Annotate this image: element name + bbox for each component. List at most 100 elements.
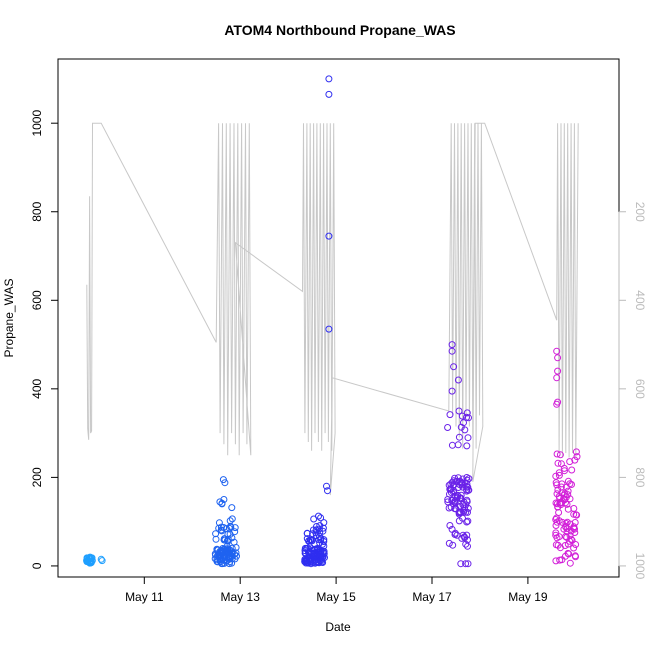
data-point	[217, 523, 225, 531]
data-point	[231, 555, 239, 563]
data-point	[212, 535, 220, 543]
data-point	[304, 544, 312, 552]
data-point	[312, 526, 320, 534]
data-point	[217, 526, 225, 534]
series-group	[552, 347, 581, 567]
data-point	[448, 347, 456, 355]
data-point	[455, 517, 463, 525]
data-point	[572, 541, 580, 548]
x-axis: May 11 May 13 May 15 May 17 May 19	[125, 577, 548, 604]
data-point	[562, 519, 570, 527]
x-tick-label: May 11	[125, 590, 164, 604]
data-point	[223, 542, 231, 550]
data-point	[463, 442, 471, 450]
data-point	[216, 556, 224, 564]
data-point	[458, 412, 466, 420]
data-point	[460, 507, 468, 514]
right-y-tick-label: 200	[633, 202, 647, 222]
data-point	[455, 433, 463, 441]
data-point	[555, 509, 563, 516]
data-point	[448, 387, 456, 395]
data-point	[555, 517, 563, 525]
data-point	[220, 496, 228, 503]
data-point	[454, 474, 462, 482]
y-tick-label: 0	[30, 562, 44, 569]
right-y-tick-label: 600	[633, 379, 647, 399]
data-point	[305, 537, 313, 545]
data-point	[553, 450, 561, 458]
data-point	[557, 501, 565, 509]
data-point	[563, 518, 571, 526]
y-axis-label: Propane_WAS	[2, 279, 16, 358]
data-point	[463, 518, 471, 526]
x-axis-label: Date	[325, 620, 351, 634]
data-point	[454, 376, 462, 384]
data-point	[556, 494, 564, 502]
data-point	[226, 554, 234, 562]
data-point	[464, 517, 472, 525]
data-point	[325, 232, 333, 240]
x-tick-label: May 17	[412, 590, 452, 604]
data-point	[98, 557, 106, 565]
data-point	[571, 456, 579, 464]
data-point	[555, 471, 563, 479]
y-tick-label: 400	[30, 379, 44, 399]
data-point	[565, 550, 573, 558]
data-point	[447, 503, 455, 511]
series-group	[444, 341, 473, 568]
data-point	[309, 526, 317, 534]
data-point	[317, 550, 325, 558]
data-point	[446, 522, 454, 529]
data-point	[458, 534, 466, 542]
data-point	[226, 517, 234, 525]
data-point	[561, 467, 568, 475]
data-point	[570, 544, 578, 552]
right-y-tick-label: 1000	[633, 553, 647, 580]
data-point	[450, 363, 458, 371]
data-point	[463, 483, 471, 491]
data-point	[453, 477, 461, 485]
data-point	[553, 374, 561, 382]
data-point	[323, 482, 330, 490]
data-point	[573, 511, 581, 519]
data-point	[454, 441, 462, 449]
data-point	[566, 537, 574, 545]
data-point	[465, 475, 473, 483]
data-point	[320, 538, 328, 545]
series-group	[83, 553, 106, 567]
data-point	[554, 367, 562, 375]
data-point	[558, 480, 566, 488]
data-point	[449, 481, 457, 489]
y-tick-label: 200	[30, 467, 44, 487]
data-point	[317, 514, 325, 522]
data-point	[566, 480, 574, 488]
data-point	[459, 475, 467, 483]
data-point	[303, 530, 311, 537]
data-point	[446, 411, 454, 419]
data-point	[212, 530, 220, 538]
data-point	[553, 347, 561, 355]
data-point	[457, 494, 465, 502]
data-point	[228, 559, 236, 567]
data-point	[97, 555, 105, 563]
data-point	[309, 530, 317, 538]
data-point	[311, 559, 319, 567]
data-point	[445, 539, 453, 547]
right-y-tick-label: 800	[633, 467, 647, 487]
data-point	[222, 525, 230, 533]
y-axis: 0 200 400 600 800 1000	[30, 110, 58, 569]
data-point	[463, 413, 470, 421]
data-point	[463, 409, 471, 417]
data-point	[560, 495, 568, 503]
data-point	[319, 527, 327, 535]
data-point	[465, 486, 473, 494]
data-point	[464, 560, 472, 568]
data-point	[461, 426, 469, 434]
data-points	[83, 75, 581, 568]
data-point	[457, 560, 465, 568]
data-point	[228, 534, 236, 542]
altitude-trace	[86, 122, 579, 496]
data-point	[221, 479, 229, 487]
right-y-tick-label: 400	[633, 290, 647, 310]
